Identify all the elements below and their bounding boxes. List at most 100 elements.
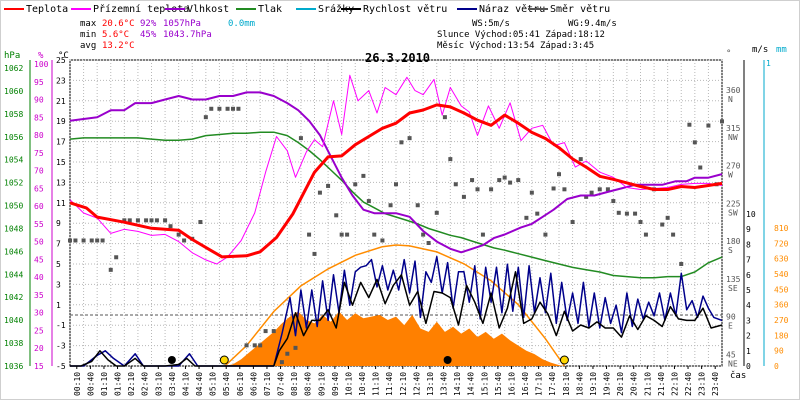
x-tick-label: 16:10	[507, 372, 516, 396]
wind-direction-point	[100, 238, 105, 243]
axis-tick-degc: 25	[56, 56, 66, 65]
axis-tick-solar: 270	[774, 316, 789, 325]
axis-tick-ms: 5	[746, 286, 751, 295]
x-tick-label: 13:40	[440, 372, 449, 396]
wind-direction-point	[671, 232, 676, 237]
axis-tick-degc: 15	[56, 158, 66, 167]
axis-tick-pct: 15	[34, 362, 44, 371]
axis-tick-degc: 7	[56, 240, 61, 249]
wind-direction-point	[633, 211, 638, 216]
wind-direction-point	[73, 238, 78, 243]
stat-wg: WG:9.4m/s	[568, 19, 617, 29]
x-tick-label: 16:40	[521, 372, 530, 396]
wind-direction-point	[497, 178, 502, 183]
stat-max-label: max	[80, 19, 97, 29]
x-tick-label: 17:10	[535, 372, 544, 396]
wind-direction-point	[209, 106, 214, 111]
axis-tick-ms: 7	[746, 256, 751, 265]
x-axis-label: čas	[730, 370, 746, 381]
stat-max-temp: 20.6°C	[102, 19, 135, 29]
axis-tick-dir-name: E	[728, 322, 733, 331]
x-tick-label: 19:40	[603, 372, 612, 396]
wind-direction-point	[442, 115, 447, 120]
axis-tick-pct: 85	[34, 113, 44, 122]
wind-direction-point	[89, 238, 94, 243]
wind-direction-point	[665, 215, 670, 220]
axis-tick-degc: 3	[56, 280, 61, 289]
wind-direction-point	[380, 238, 385, 243]
wind-direction-point	[535, 211, 540, 216]
x-tick-label: 04:10	[181, 372, 190, 396]
wind-direction-point	[557, 172, 561, 177]
x-tick-label: 04:40	[195, 372, 204, 396]
axis-tick-pct: 95	[34, 78, 44, 87]
x-tick-label: 05:40	[222, 372, 231, 396]
axis-tick-dir-name: N	[728, 95, 733, 104]
axis-tick-dir: 180	[726, 237, 741, 246]
wind-direction-point	[149, 218, 154, 223]
stat-max-hum: 92%	[140, 19, 157, 29]
axis-tick-pct: 35	[34, 291, 44, 300]
axis-tick-solar: 450	[774, 285, 789, 294]
axis-tick-degc: -5	[56, 362, 66, 371]
wind-direction-point	[317, 190, 322, 195]
wind-direction-point	[415, 203, 420, 208]
wind-direction-point	[163, 218, 168, 223]
axis-tick-mm: 1	[766, 59, 771, 68]
wind-direction-point	[68, 238, 72, 243]
wind-direction-point	[127, 218, 132, 223]
legend-label: Tlak	[258, 4, 282, 15]
axis-tick-dir-name: W	[728, 171, 733, 180]
stat-moon: Měsíc Východ:13:54 Západ:3:45	[437, 41, 594, 51]
sunset-marker	[559, 355, 569, 365]
axis-tick-hpa: 1062	[4, 64, 23, 73]
axis-tick-degc: 17	[56, 138, 66, 147]
axis-tick-degc: 9	[56, 219, 61, 228]
legend-label: Náraz větru	[479, 3, 545, 15]
x-tick-label: 10:10	[344, 372, 353, 396]
axis-tick-solar: 360	[774, 301, 789, 310]
moonset-marker	[167, 356, 176, 364]
legend-label: Směr větru	[550, 3, 610, 15]
wind-direction-point	[231, 106, 235, 111]
axis-label-ms: m/s	[752, 45, 768, 55]
wind-direction-point	[361, 173, 366, 178]
axis-tick-pct: 30	[34, 309, 44, 318]
axis-label-pct: %	[38, 51, 44, 61]
wind-direction-point	[551, 186, 556, 191]
x-tick-label: 05:10	[209, 372, 218, 396]
x-tick-label: 15:10	[480, 372, 489, 396]
wind-direction-point	[198, 220, 203, 225]
axis-tick-hpa: 1036	[4, 362, 23, 371]
axis-label-hpa: hPa	[4, 51, 20, 61]
axis-tick-pct: 65	[34, 184, 44, 193]
x-tick-label: 20:10	[616, 372, 625, 396]
wind-direction-point	[624, 211, 629, 216]
stat-sun: Slunce Východ:05:41 Západ:18:12	[437, 30, 605, 40]
wind-direction-point	[616, 210, 621, 215]
wind-direction-point	[720, 119, 724, 124]
wind-direction-point	[578, 157, 583, 162]
axis-tick-degc: 21	[56, 97, 66, 106]
wind-direction-point	[135, 218, 140, 223]
wind-direction-point	[589, 190, 594, 195]
axis-tick-degc: 1	[56, 301, 61, 310]
wind-direction-point	[434, 210, 439, 215]
sunrise-marker	[219, 355, 229, 365]
x-tick-label: 23:40	[711, 372, 720, 396]
wind-direction-point	[643, 232, 648, 237]
x-tick-label: 22:40	[684, 372, 693, 396]
axis-tick-dir: 360	[726, 86, 741, 95]
axis-tick-hpa: 1054	[4, 156, 23, 165]
x-tick-label: 03:40	[168, 372, 177, 396]
wind-direction-point	[154, 218, 159, 223]
chart-title: 26.3.2010	[365, 51, 430, 65]
wind-direction-point	[279, 360, 284, 365]
x-tick-label: 14:40	[467, 372, 476, 396]
wind-direction-point	[692, 140, 697, 145]
x-tick-label: 11:10	[372, 372, 381, 396]
x-tick-label: 11:40	[385, 372, 394, 396]
wind-direction-point	[345, 232, 350, 237]
axis-tick-ms: 8	[746, 240, 751, 249]
